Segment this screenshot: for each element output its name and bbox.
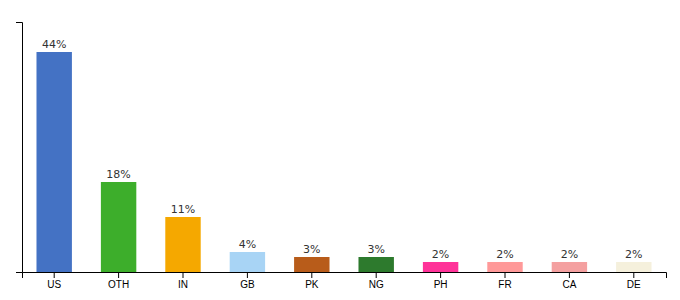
x-tick-label: OTH — [108, 279, 129, 290]
y-axis-line — [16, 23, 23, 273]
chart: US OTH IN GB PK NG PH FR CA DE 44% 18% 11% 4% 3% 3% 2% 2%… — [0, 0, 680, 300]
bar — [423, 262, 458, 272]
x-tick: OTH — [108, 272, 129, 290]
x-tick-label: NG — [369, 279, 384, 290]
bar — [487, 262, 522, 272]
x-tick-mark — [311, 272, 312, 278]
x-tick-label: PH — [434, 279, 448, 290]
x-tick: DE — [627, 272, 641, 290]
x-tick-label: FR — [498, 279, 511, 290]
bar — [165, 217, 200, 272]
x-tick-mark — [118, 272, 119, 278]
x-tick: CA — [562, 272, 576, 290]
data-label: 3% — [303, 243, 320, 256]
x-tick-label: IN — [178, 279, 188, 290]
x-tick-mark — [376, 272, 377, 278]
data-label: 2% — [625, 248, 642, 261]
data-label: 2% — [496, 248, 513, 261]
bar — [552, 262, 587, 272]
data-label: 11% — [171, 203, 195, 216]
data-label: 2% — [561, 248, 578, 261]
x-tick-mark — [440, 272, 441, 278]
x-tick: PK — [305, 272, 319, 290]
x-tick-mark — [569, 272, 570, 278]
x-tick-label: DE — [627, 279, 641, 290]
data-label: 18% — [106, 168, 130, 181]
bar — [294, 257, 329, 272]
bar — [36, 52, 71, 272]
x-tick: US — [47, 272, 61, 290]
x-tick-mark — [183, 272, 184, 278]
plot: US OTH IN GB PK NG PH FR CA DE 44% 18% 11% 4% 3% 3% 2% 2%… — [16, 23, 667, 291]
x-tick-mark — [54, 272, 55, 278]
bar — [358, 257, 393, 272]
bar — [230, 252, 265, 272]
data-label: 2% — [432, 248, 449, 261]
x-tick-label: CA — [562, 279, 576, 290]
x-tick-label: PK — [305, 279, 319, 290]
data-label: 4% — [239, 238, 256, 251]
x-tick-mark — [505, 272, 506, 278]
y-axis — [16, 23, 23, 273]
data-labels: 44% 18% 11% 4% 3% 3% 2% 2% 2% 2% — [42, 38, 643, 261]
x-axis: US OTH IN GB PK NG PH FR CA DE — [23, 272, 667, 290]
bar — [616, 262, 651, 272]
data-label: 44% — [42, 38, 66, 51]
x-tick: GB — [240, 272, 255, 290]
data-label: 3% — [367, 243, 384, 256]
bars — [36, 52, 651, 272]
x-tick-mark — [633, 272, 634, 278]
x-tick: PH — [434, 272, 448, 290]
x-tick-label: US — [47, 279, 61, 290]
x-axis-line — [23, 273, 667, 279]
x-tick-mark — [247, 272, 248, 278]
x-tick: NG — [369, 272, 384, 290]
x-tick: IN — [178, 272, 188, 290]
x-tick-label: GB — [240, 279, 255, 290]
bar — [101, 182, 136, 272]
x-tick: FR — [498, 272, 511, 290]
